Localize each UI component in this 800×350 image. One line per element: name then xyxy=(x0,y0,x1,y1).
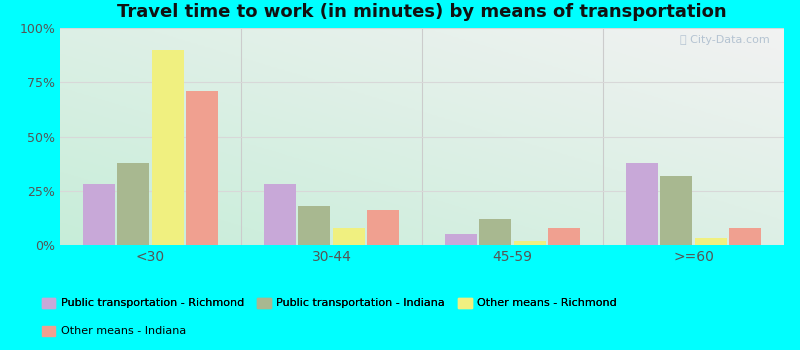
Bar xyxy=(152,50,183,245)
Bar xyxy=(367,210,399,245)
Bar xyxy=(445,234,477,245)
Bar xyxy=(118,162,149,245)
Bar xyxy=(186,91,218,245)
Bar xyxy=(730,228,761,245)
Bar xyxy=(661,176,692,245)
Bar xyxy=(695,238,726,245)
Bar xyxy=(264,184,296,245)
Bar xyxy=(333,228,365,245)
Legend: Public transportation - Richmond, Public transportation - Indiana, Other means -: Public transportation - Richmond, Public… xyxy=(38,293,622,313)
Bar xyxy=(514,241,546,245)
Text: ⓘ City-Data.com: ⓘ City-Data.com xyxy=(680,35,770,44)
Legend: Other means - Indiana: Other means - Indiana xyxy=(38,321,190,341)
Bar xyxy=(298,206,330,245)
Title: Travel time to work (in minutes) by means of transportation: Travel time to work (in minutes) by mean… xyxy=(117,3,727,21)
Bar xyxy=(626,162,658,245)
Bar xyxy=(479,219,511,245)
Bar xyxy=(548,228,580,245)
Bar xyxy=(83,184,114,245)
